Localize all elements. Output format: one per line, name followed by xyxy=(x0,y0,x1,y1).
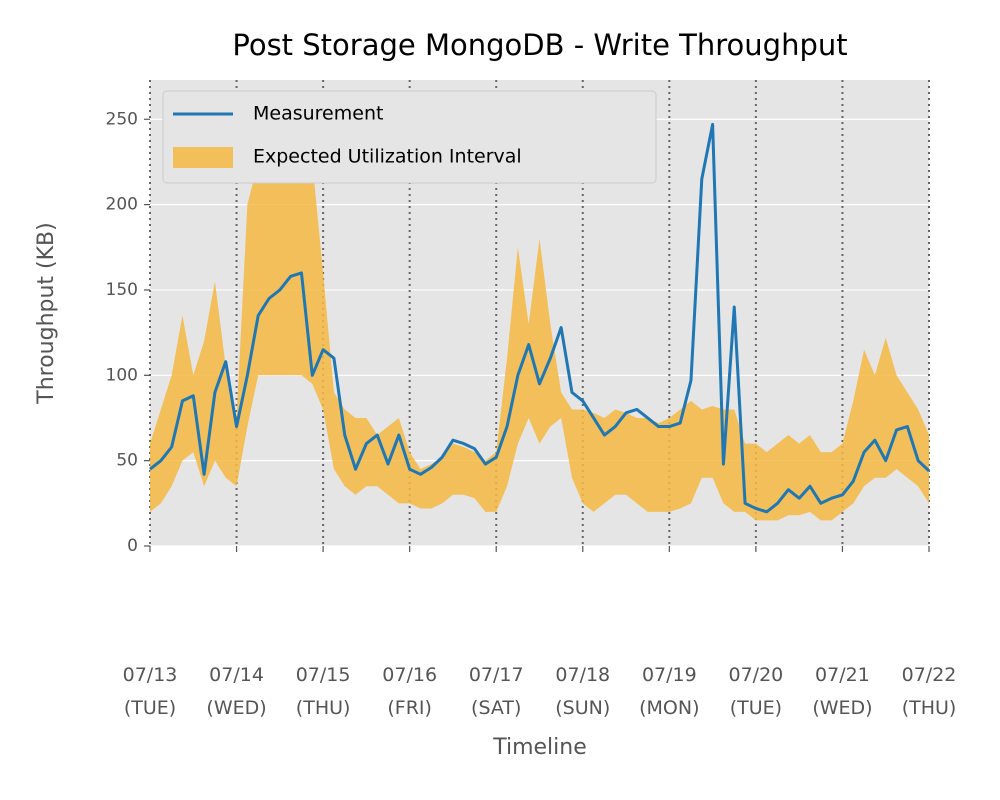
legend-box xyxy=(162,90,657,184)
y-tick-label: 150 xyxy=(106,280,138,300)
x-tick-label: 07/16 (FRI) xyxy=(382,664,437,719)
x-axis-label: Timeline xyxy=(492,735,587,760)
y-tick-label: 200 xyxy=(106,195,138,215)
x-tick-label: 07/20 (TUE) xyxy=(729,664,784,719)
y-tick-label: 100 xyxy=(106,365,138,385)
axes: 0 50 100 150 200 250 07/13 (TUE) 07/14 (WED) 07/15… xyxy=(106,109,957,718)
y-tick-label: 0 xyxy=(127,536,138,556)
x-tick-label: 07/19 (MON) xyxy=(639,664,699,719)
y-tick-label: 50 xyxy=(116,451,138,471)
x-tick-label: 07/14 (WED) xyxy=(206,664,266,719)
legend-label: Measurement xyxy=(253,103,383,125)
y-axis-label: Throughput (KB) xyxy=(34,222,59,404)
marks xyxy=(149,122,931,521)
legend-swatch xyxy=(173,147,233,168)
x-tick-label: 07/13 (TUE) xyxy=(123,664,178,719)
legend: Measurement Expected Utilization Interval xyxy=(162,90,657,184)
legend-label: Expected Utilization Interval xyxy=(253,146,522,168)
y-tick-label: 250 xyxy=(106,109,138,129)
x-tick-label: 07/22 (THU) xyxy=(902,664,957,719)
chart-title: Post Storage MongoDB - Write Throughput xyxy=(232,28,847,62)
x-tick-label: 07/17 (SAT) xyxy=(469,664,524,719)
x-tick-label: 07/21 (WED) xyxy=(812,664,872,719)
x-tick-label: 07/18 (SUN) xyxy=(555,664,610,719)
x-tick-label: 07/15 (THU) xyxy=(296,664,351,719)
measurement-line xyxy=(149,122,931,514)
